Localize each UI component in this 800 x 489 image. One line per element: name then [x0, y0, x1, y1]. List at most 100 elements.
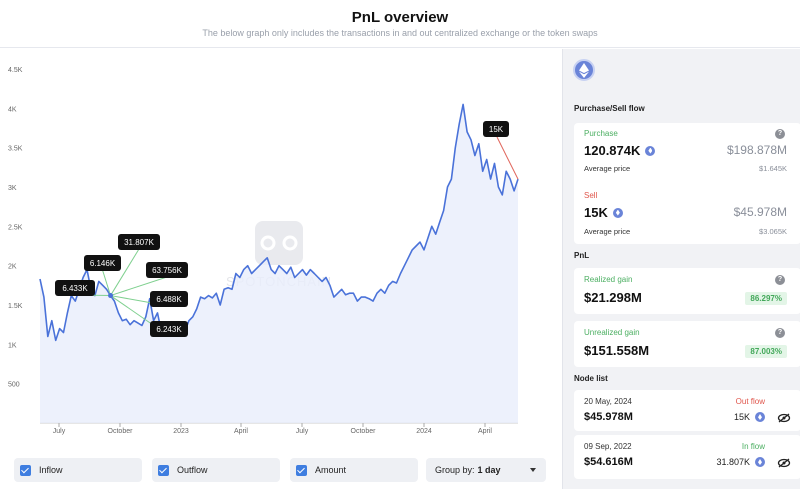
realized-gain-label: Realized gain	[584, 275, 633, 284]
sell-usd: $45.978M	[733, 205, 787, 219]
eye-hidden-icon[interactable]	[777, 458, 791, 468]
tooltip-box	[150, 291, 188, 307]
chart-tooltip: 15K	[483, 121, 509, 137]
sell-amount: 15K	[584, 205, 623, 220]
tooltip-label: 63.756K	[152, 266, 182, 275]
tooltip-box	[84, 255, 121, 271]
node-date: 09 Sep, 2022	[584, 442, 632, 451]
side-panel: Purchase/Sell flow Purchase ? 120.874K $…	[562, 49, 800, 489]
area-fill	[40, 104, 518, 424]
node-amount: 15K	[734, 412, 765, 422]
tooltip-box	[118, 234, 160, 250]
inflow-connector-line	[110, 276, 168, 297]
chart-tooltip: 6.433K	[55, 280, 95, 296]
outflow-checkbox[interactable]: Outflow	[152, 458, 280, 482]
price-line	[39, 103, 519, 342]
realized-gain-value: $21.298M	[584, 290, 642, 305]
tooltip-label: 6.243K	[156, 325, 182, 334]
chart-tooltip: 31.807K	[118, 234, 160, 250]
sell-label: Sell	[584, 191, 598, 200]
tooltip-box	[55, 280, 95, 296]
y-tick-label: 4.5K	[8, 67, 23, 74]
chart-controls: Inflow Outflow Amount Group by: 1 day	[0, 456, 562, 489]
checkbox-checked-icon	[158, 464, 169, 476]
tooltip-box	[483, 121, 509, 137]
node-amount: 31.807K	[716, 457, 765, 467]
x-tick-label: July	[53, 428, 66, 435]
amount-checkbox[interactable]: Amount	[290, 458, 418, 482]
y-tick-label: 1.5K	[8, 303, 23, 310]
purchase-label: Purchase	[584, 129, 618, 138]
group-by-prefix: Group by:	[435, 465, 475, 475]
inflow-marker	[108, 293, 114, 299]
tooltip-label: 15K	[489, 125, 504, 134]
x-tick-label: 2023	[173, 428, 189, 435]
node-date: 20 May, 2024	[584, 397, 632, 406]
purchase-avg-value: $1.645K	[759, 164, 787, 173]
page-title: PnL overview	[351, 9, 449, 26]
x-tick-label: October	[351, 428, 377, 435]
inflow-label: Inflow	[39, 465, 63, 475]
unrealized-gain-card: Unrealized gain ? $151.558M 87.003%	[574, 321, 800, 367]
y-tick-label: 2K	[8, 264, 17, 271]
help-icon[interactable]: ?	[775, 275, 785, 285]
realized-gain-card: Realized gain ? $21.298M 86.297%	[574, 268, 800, 314]
node-item[interactable]: 09 Sep, 2022 In flow $54.616M 31.807K	[574, 435, 800, 479]
amount-label: Amount	[315, 465, 347, 475]
help-icon[interactable]: ?	[775, 328, 785, 338]
purchase-sell-title: Purchase/Sell flow	[574, 104, 645, 113]
tooltip-box	[150, 321, 188, 337]
chart-tooltip: 6.146K	[84, 255, 121, 271]
node-usd: $45.978M	[584, 411, 633, 423]
ethereum-token-icon	[573, 59, 595, 81]
unrealized-gain-value: $151.558M	[584, 343, 650, 358]
tooltip-label: 6.488K	[156, 295, 182, 304]
x-tick-label: October	[108, 428, 134, 435]
x-tick-label: July	[296, 428, 309, 435]
realized-gain-percent: 86.297%	[745, 292, 787, 305]
x-tick-label: April	[234, 428, 248, 435]
outflow-connector-line	[496, 136, 519, 180]
unrealized-gain-label: Unrealized gain	[584, 328, 640, 337]
x-tick-label: April	[478, 428, 492, 435]
unrealized-gain-percent: 87.003%	[745, 345, 787, 358]
ethereum-icon	[755, 412, 765, 422]
ethereum-icon	[755, 457, 765, 467]
y-tick-label: 3.5K	[8, 146, 23, 153]
chart-svg[interactable]: 500 1K 1.5K 2K 2.5K 3K 3.5K 4K 4.5K July October 20…	[0, 49, 562, 454]
inflow-checkbox[interactable]: Inflow	[14, 458, 142, 482]
y-tick-label: 2.5K	[8, 224, 23, 231]
tooltip-label: 31.807K	[124, 238, 154, 247]
chart-tooltip: 6.243K	[150, 321, 188, 337]
header: PnL overview The below graph only includ…	[0, 0, 800, 48]
node-flow: Out flow	[735, 397, 765, 406]
ethereum-icon	[612, 207, 623, 218]
node-usd: $54.616M	[584, 456, 633, 468]
help-icon[interactable]: ?	[775, 129, 785, 139]
eye-hidden-icon[interactable]	[777, 413, 791, 423]
group-by-select[interactable]: Group by: 1 day	[426, 458, 546, 482]
node-amount-value: 31.807K	[716, 457, 750, 467]
pnl-title: PnL	[574, 251, 590, 260]
outflow-label: Outflow	[177, 465, 208, 475]
purchase-amount-value: 120.874K	[584, 143, 641, 158]
inflow-connector-line	[110, 248, 140, 296]
sell-avg-value: $3.065K	[759, 227, 787, 236]
checkbox-checked-icon	[296, 464, 307, 476]
watermark-logo-ring	[282, 235, 298, 251]
ethereum-icon	[645, 145, 656, 156]
tooltip-box	[146, 262, 188, 278]
node-list-title: Node list	[574, 374, 608, 383]
inflow-connector-line	[102, 269, 112, 296]
group-by-value: 1 day	[477, 465, 501, 475]
y-tick-label: 4K	[8, 106, 17, 113]
tooltip-label: 6.146K	[90, 259, 116, 268]
chart-tooltip: 63.756K	[146, 262, 188, 278]
purchase-avg-label: Average price	[584, 164, 631, 173]
purchase-usd: $198.878M	[726, 143, 787, 157]
chart-tooltip: 6.488K	[150, 291, 188, 307]
pnl-chart[interactable]: 500 1K 1.5K 2K 2.5K 3K 3.5K 4K 4.5K July October 20…	[0, 49, 562, 454]
sell-amount-value: 15K	[584, 205, 608, 220]
node-item[interactable]: 20 May, 2024 Out flow $45.978M 15K	[574, 390, 800, 431]
purchase-amount: 120.874K	[584, 143, 656, 158]
